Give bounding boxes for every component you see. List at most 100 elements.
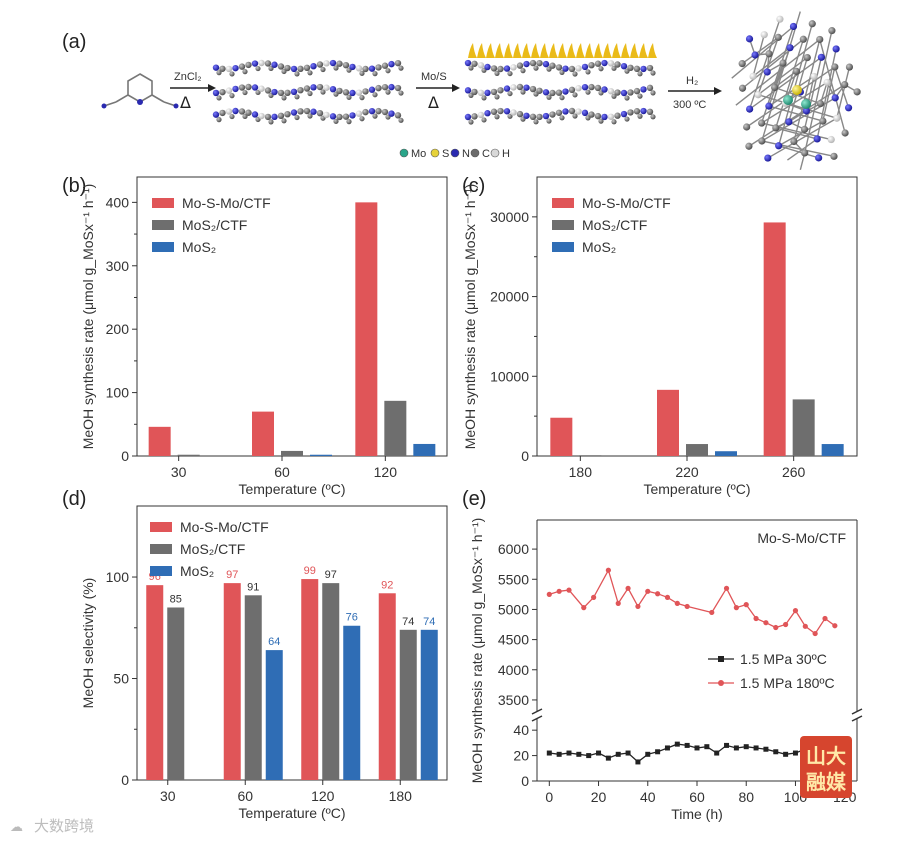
atom [394,59,402,67]
atom [388,83,395,91]
atom [245,83,252,91]
atom [594,84,602,92]
bond [749,56,822,110]
step2-reagent: Mo/S [421,71,447,83]
bar-data-label: 99 [304,565,316,577]
atom [650,114,656,120]
atom [789,22,798,31]
atom [601,59,608,67]
data-point [664,745,670,751]
atom [601,113,608,121]
atom [297,86,304,94]
bond [731,25,794,79]
stamp-top-text: 山大 [806,744,846,768]
atom [853,88,861,96]
atom [316,61,324,68]
legend-label: MoS₂/CTF [180,541,245,557]
reaction-arrow-3: H₂ 300 ºC [668,75,722,111]
atom [764,154,772,162]
atom [529,59,537,67]
bar [252,411,274,456]
atom [523,60,530,68]
atom [785,118,793,126]
bar [281,450,303,456]
data-point [546,750,552,756]
atom [598,118,604,124]
atom [546,118,552,124]
atom [790,137,798,146]
y-tick-label: 40 [513,722,529,738]
atom [765,50,773,58]
atom [614,112,621,119]
bar-data-label: 64 [268,636,280,648]
bar [322,583,340,780]
atom [219,109,226,117]
mosx-cluster [477,43,486,58]
atom [277,63,285,70]
atom [772,124,780,132]
atom [212,111,220,118]
mosx-cluster [621,43,630,58]
legend-swatch [552,242,574,252]
atom [786,44,794,52]
y-tick-label: 300 [106,258,130,274]
atom [746,105,754,113]
atom [594,112,602,120]
atom [307,113,313,119]
x-tick-label: 120 [311,788,335,804]
atom [355,110,363,117]
atom [303,107,311,115]
atom [264,87,272,94]
atom [832,45,840,53]
data-point [664,594,671,600]
x-tick-label: 20 [591,789,607,805]
atom [749,72,757,80]
mo-atom [801,99,811,109]
x-tick-label: 30 [160,788,176,804]
atom [477,89,485,97]
mosx-cluster [531,43,540,58]
atom [779,59,787,67]
legend-swatch [152,220,174,230]
data-point [822,615,828,622]
atom [529,113,537,121]
bar [579,455,602,456]
atom [320,66,326,73]
y-tick-label: 200 [106,321,130,337]
bar [550,417,573,456]
atom [490,108,498,115]
axis-break-mark [531,708,543,715]
atom [831,94,839,102]
atom [646,108,654,116]
atom [738,60,746,68]
x-tick-label: 0 [545,789,553,805]
atom [258,85,265,92]
reaction-arrow-2: Mo/S Δ [416,71,460,112]
atom [477,111,485,119]
legend-swatch [150,522,172,532]
panel-b-label: (b) [62,175,86,197]
data-point [596,750,602,756]
atom [216,70,222,76]
atom [362,65,369,73]
bond [735,38,821,106]
atom [284,89,291,97]
mo-atom [783,95,793,105]
atom [251,84,259,91]
atom [381,108,389,116]
atom [611,119,617,125]
atom [385,68,391,74]
atom [388,110,395,117]
atom [375,64,382,71]
y-tick-label: 5000 [498,601,529,617]
atom [232,85,239,93]
atom [841,81,849,89]
data-point [763,746,769,752]
atom [562,108,569,115]
data-point [783,751,789,757]
atom [775,142,783,150]
atom [329,113,337,120]
atom [542,112,550,120]
atom [349,112,356,119]
